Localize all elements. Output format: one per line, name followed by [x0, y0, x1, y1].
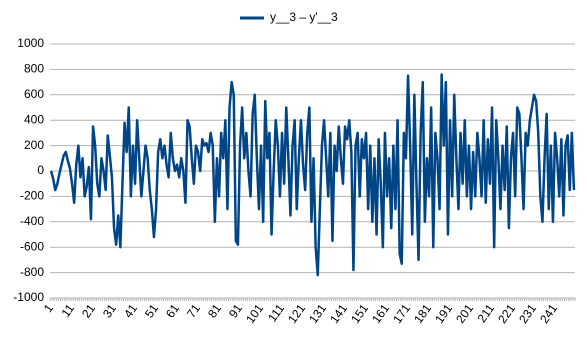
x-tick-label: 51 — [142, 301, 161, 320]
x-tick-label: 191 — [432, 301, 455, 326]
y-tick-label: -600 — [20, 239, 44, 253]
x-tick-label: 211 — [475, 301, 498, 325]
x-tick-label: 11 — [58, 301, 77, 320]
x-tick-label: 181 — [411, 301, 434, 326]
x-tick-label: 151 — [348, 301, 371, 326]
x-tick-label: 221 — [495, 301, 518, 326]
y-tick-label: 0 — [37, 163, 44, 177]
y-tick-label: -1000 — [13, 290, 44, 304]
x-tick-label: 161 — [369, 301, 392, 326]
y-tick-label: 200 — [24, 138, 44, 152]
x-tick-label: 1 — [41, 301, 56, 315]
y-tick-label: 800 — [24, 62, 44, 76]
x-tick-label: 41 — [121, 301, 140, 320]
x-tick-label: 61 — [163, 301, 182, 320]
y-tick-label: -200 — [20, 189, 44, 203]
x-tick-label: 81 — [205, 301, 224, 320]
y-tick-label: -800 — [20, 265, 44, 279]
y-tick-label: -400 — [20, 214, 44, 228]
x-tick-label: 201 — [453, 301, 476, 326]
x-tick-label: 31 — [100, 301, 119, 320]
y-tick-label: 1000 — [17, 36, 44, 50]
y-tick-label: 600 — [24, 87, 44, 101]
x-tick-label: 171 — [390, 301, 413, 326]
x-tick-label: 131 — [306, 301, 329, 326]
x-tick-label: 241 — [537, 301, 560, 326]
x-tick-label: 21 — [79, 301, 98, 320]
y-tick-label: 400 — [24, 112, 44, 126]
x-tick-label: 141 — [327, 301, 350, 326]
x-tick-label: 71 — [184, 301, 203, 320]
legend-label: y__3 – y'__3 — [270, 10, 338, 24]
x-tick-label: 101 — [243, 301, 266, 326]
x-tick-label: 111 — [265, 301, 287, 324]
x-tick-label: 231 — [516, 301, 539, 326]
x-tick-label: 121 — [285, 301, 308, 326]
series-line — [49, 73, 576, 277]
